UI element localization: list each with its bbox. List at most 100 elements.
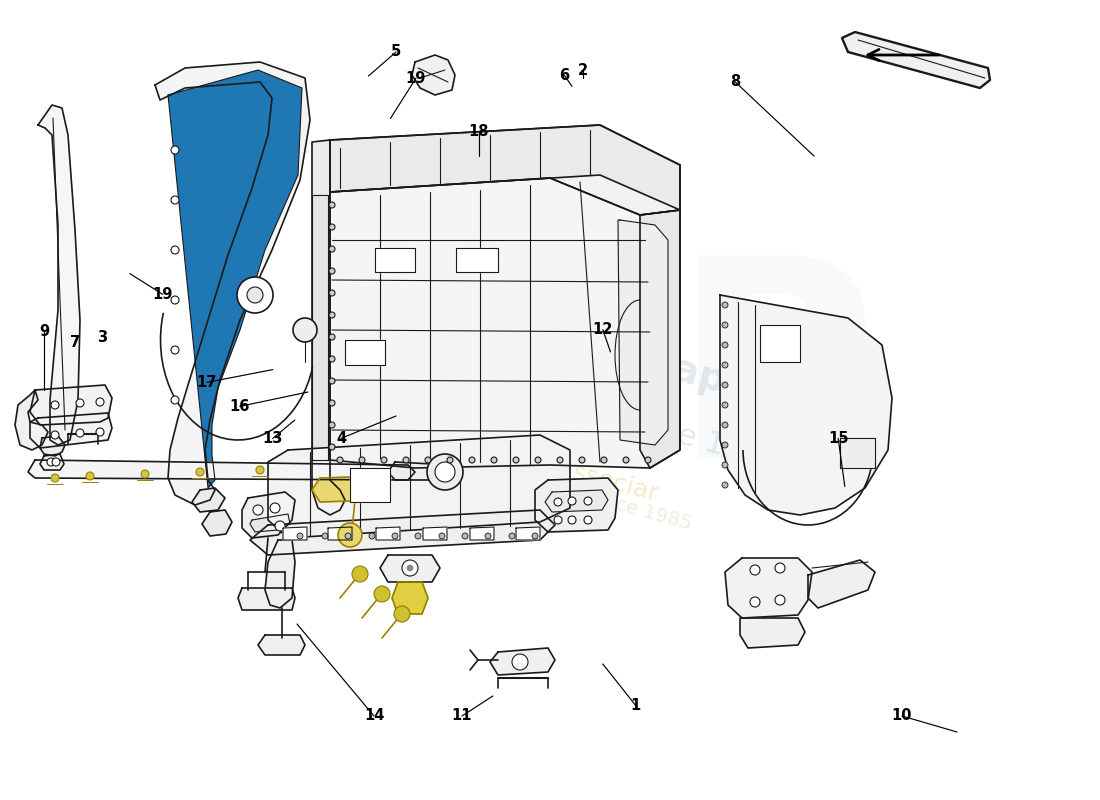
- Circle shape: [329, 400, 336, 406]
- Polygon shape: [725, 558, 812, 618]
- Circle shape: [722, 482, 728, 488]
- Circle shape: [76, 399, 84, 407]
- Circle shape: [535, 457, 541, 463]
- Polygon shape: [330, 125, 680, 215]
- Polygon shape: [618, 220, 668, 445]
- Circle shape: [722, 442, 728, 448]
- Polygon shape: [312, 140, 345, 515]
- Text: 19: 19: [406, 71, 426, 86]
- Text: 5: 5: [390, 45, 402, 59]
- Polygon shape: [328, 527, 352, 540]
- Polygon shape: [30, 385, 112, 425]
- Polygon shape: [350, 468, 390, 502]
- Text: 3associar: 3associar: [539, 453, 661, 507]
- Text: 11: 11: [452, 709, 472, 723]
- Circle shape: [368, 533, 375, 539]
- Polygon shape: [535, 478, 618, 532]
- Circle shape: [329, 312, 336, 318]
- Circle shape: [86, 472, 94, 480]
- Circle shape: [170, 146, 179, 154]
- Text: 17: 17: [197, 375, 217, 390]
- Polygon shape: [808, 560, 874, 608]
- Circle shape: [392, 533, 398, 539]
- Text: 10: 10: [892, 709, 912, 723]
- Circle shape: [51, 474, 59, 482]
- Polygon shape: [470, 527, 494, 540]
- Circle shape: [462, 533, 468, 539]
- Polygon shape: [740, 618, 805, 648]
- Circle shape: [253, 505, 263, 515]
- Circle shape: [584, 516, 592, 524]
- Text: 3: 3: [97, 330, 108, 345]
- Circle shape: [322, 533, 328, 539]
- Circle shape: [554, 498, 562, 506]
- Circle shape: [722, 342, 728, 348]
- Circle shape: [557, 457, 563, 463]
- Polygon shape: [842, 32, 990, 88]
- Polygon shape: [15, 390, 48, 450]
- Circle shape: [329, 268, 336, 274]
- Circle shape: [338, 523, 362, 547]
- Circle shape: [47, 458, 55, 466]
- Polygon shape: [238, 588, 295, 610]
- Text: EP: EP: [483, 245, 877, 515]
- Circle shape: [485, 533, 491, 539]
- Circle shape: [439, 533, 446, 539]
- Polygon shape: [192, 488, 226, 512]
- Circle shape: [51, 431, 59, 439]
- Polygon shape: [720, 295, 892, 515]
- Circle shape: [96, 428, 104, 436]
- Circle shape: [645, 457, 651, 463]
- Circle shape: [345, 533, 351, 539]
- Circle shape: [329, 202, 336, 208]
- Polygon shape: [330, 125, 680, 210]
- Polygon shape: [265, 540, 295, 608]
- Circle shape: [469, 457, 475, 463]
- Circle shape: [623, 457, 629, 463]
- Circle shape: [337, 457, 343, 463]
- Text: 15: 15: [828, 431, 848, 446]
- Circle shape: [329, 224, 336, 230]
- Text: 7: 7: [69, 335, 80, 350]
- Circle shape: [491, 457, 497, 463]
- Circle shape: [568, 497, 576, 505]
- Circle shape: [447, 457, 453, 463]
- Circle shape: [141, 470, 149, 478]
- Text: europaparts: europaparts: [546, 317, 815, 423]
- Circle shape: [394, 606, 410, 622]
- Text: 13: 13: [263, 431, 283, 446]
- Polygon shape: [250, 514, 290, 532]
- Polygon shape: [28, 460, 415, 480]
- Circle shape: [722, 322, 728, 328]
- Text: 12: 12: [593, 322, 613, 337]
- Polygon shape: [268, 435, 570, 538]
- Circle shape: [374, 586, 390, 602]
- Polygon shape: [412, 55, 455, 95]
- Circle shape: [402, 560, 418, 576]
- Polygon shape: [312, 476, 388, 502]
- Polygon shape: [376, 527, 400, 540]
- Polygon shape: [840, 438, 874, 468]
- Polygon shape: [283, 527, 307, 540]
- Text: 19: 19: [153, 287, 173, 302]
- Circle shape: [554, 516, 562, 524]
- Polygon shape: [242, 492, 295, 538]
- Polygon shape: [424, 527, 447, 540]
- Circle shape: [352, 566, 368, 582]
- Text: 2: 2: [578, 63, 588, 78]
- Polygon shape: [490, 648, 556, 675]
- Circle shape: [776, 595, 785, 605]
- Circle shape: [270, 503, 280, 513]
- Circle shape: [722, 462, 728, 468]
- Circle shape: [722, 422, 728, 428]
- Circle shape: [750, 597, 760, 607]
- Text: since 1985: since 1985: [586, 487, 694, 533]
- Polygon shape: [640, 210, 680, 468]
- Circle shape: [170, 196, 179, 204]
- Text: 18: 18: [469, 125, 488, 139]
- Circle shape: [512, 654, 528, 670]
- Polygon shape: [456, 248, 498, 272]
- Polygon shape: [379, 555, 440, 582]
- Polygon shape: [388, 462, 446, 480]
- Polygon shape: [312, 195, 328, 460]
